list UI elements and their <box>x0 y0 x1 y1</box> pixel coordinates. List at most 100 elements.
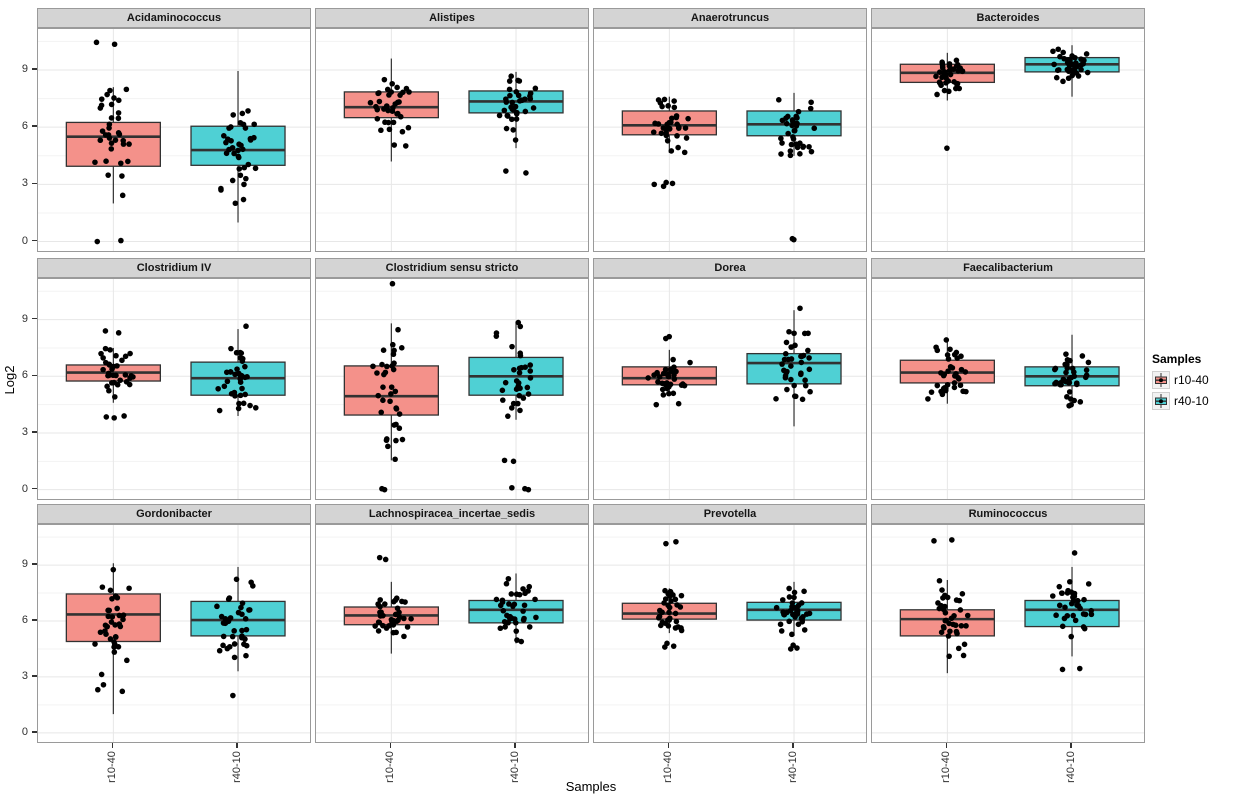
data-point <box>533 614 539 621</box>
data-point <box>786 594 793 600</box>
data-point <box>944 145 950 151</box>
data-point <box>112 622 118 628</box>
data-point <box>239 358 246 364</box>
data-point <box>120 612 127 618</box>
data-point <box>387 398 393 405</box>
data-point <box>518 97 525 103</box>
data-point <box>1079 353 1086 359</box>
facet-strip-label: Faecalibacterium <box>963 262 1053 274</box>
facet-strip: Bacteroides <box>871 8 1145 28</box>
data-point <box>659 619 666 625</box>
data-point <box>1052 366 1058 373</box>
data-point <box>1057 53 1063 60</box>
data-point <box>229 633 236 640</box>
legend: Samples r10-40 r40-10 <box>1152 352 1209 413</box>
data-point <box>237 376 244 382</box>
data-point <box>499 397 506 403</box>
data-point <box>673 538 679 545</box>
data-point <box>384 105 390 111</box>
y-tick-mark <box>32 68 37 70</box>
data-point <box>235 405 242 412</box>
data-point <box>236 166 243 172</box>
data-point <box>505 413 511 419</box>
data-point <box>1081 625 1088 632</box>
data-point <box>1069 72 1076 79</box>
data-point <box>673 113 680 119</box>
data-point <box>1063 369 1069 376</box>
data-point <box>1053 74 1060 81</box>
data-point <box>781 367 787 374</box>
data-point <box>682 125 689 131</box>
data-point <box>1051 61 1057 68</box>
data-point <box>784 113 791 120</box>
data-point <box>791 594 797 601</box>
data-point <box>946 620 952 627</box>
data-point <box>1085 581 1092 587</box>
data-point <box>793 113 800 120</box>
data-point <box>506 601 512 607</box>
data-point <box>110 566 117 573</box>
data-point <box>98 671 105 678</box>
data-point <box>114 594 121 601</box>
data-point <box>514 637 520 643</box>
data-point <box>380 622 386 629</box>
data-point <box>111 415 117 421</box>
data-point <box>382 601 388 607</box>
data-point <box>516 365 523 372</box>
data-point <box>778 628 785 634</box>
data-point <box>511 616 518 622</box>
data-point <box>938 602 944 609</box>
jitter-points <box>98 328 136 421</box>
data-point <box>946 61 953 67</box>
data-point <box>945 356 952 362</box>
jitter-points <box>773 305 813 403</box>
data-point <box>510 127 517 133</box>
jitter-points <box>645 333 693 408</box>
data-point <box>666 609 672 616</box>
data-point <box>515 400 521 407</box>
y-tick-mark <box>32 182 37 185</box>
data-point <box>112 634 119 640</box>
data-point <box>1066 389 1073 395</box>
x-tick-label: r10-40 <box>384 751 397 783</box>
data-point <box>962 369 969 375</box>
data-point <box>228 345 234 352</box>
data-point <box>389 280 396 287</box>
data-point <box>97 137 104 144</box>
data-point <box>517 352 524 359</box>
data-point <box>527 95 534 102</box>
data-point <box>802 382 809 389</box>
data-point <box>377 597 384 603</box>
data-point <box>1052 380 1058 387</box>
data-point <box>805 330 811 337</box>
data-point <box>522 485 528 492</box>
data-point <box>241 181 247 188</box>
jitter-points <box>773 585 813 652</box>
data-point <box>230 112 237 118</box>
data-point <box>1054 67 1061 74</box>
grid-lines <box>38 525 310 742</box>
data-point <box>524 384 531 391</box>
data-point <box>395 617 401 624</box>
data-point <box>374 106 381 113</box>
data-point <box>934 91 940 98</box>
data-point <box>109 595 115 602</box>
data-point <box>390 104 396 111</box>
facet-panel <box>315 28 589 252</box>
y-tick-label: 3 <box>21 669 28 682</box>
data-point <box>781 611 788 618</box>
y-tick-mark <box>32 431 37 433</box>
data-point <box>235 147 241 154</box>
data-point <box>806 366 813 373</box>
data-point <box>402 143 409 149</box>
x-tick-label: r40-10 <box>509 751 522 783</box>
y-tick-mark <box>32 125 37 127</box>
data-point <box>1049 593 1056 599</box>
data-point <box>237 392 244 399</box>
data-point <box>795 108 802 115</box>
data-point <box>107 87 113 94</box>
facet-panel <box>315 524 589 743</box>
data-point <box>513 591 520 598</box>
data-point <box>122 353 129 360</box>
data-point <box>402 599 408 605</box>
